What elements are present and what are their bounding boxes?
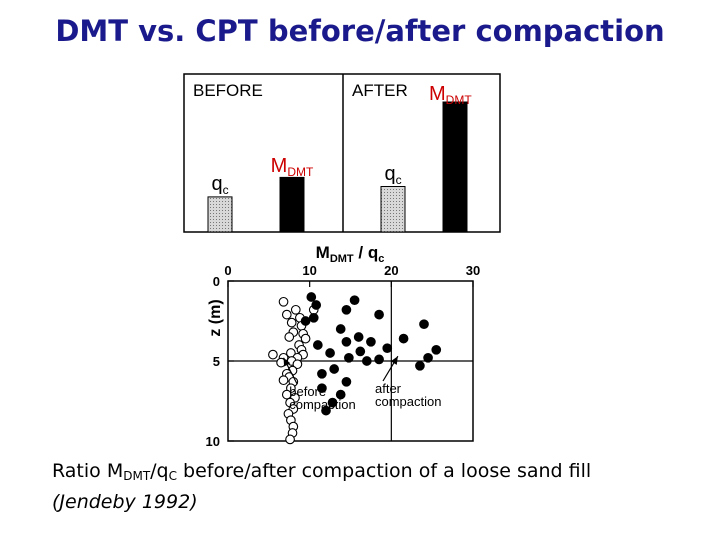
- point-after-18: [344, 352, 354, 363]
- point-after-8: [335, 324, 346, 334]
- point-after-9: [353, 332, 364, 342]
- point-after-5: [300, 316, 311, 326]
- annotation-0-line-1: compaction: [289, 397, 355, 412]
- point-after-25: [341, 376, 352, 387]
- caption-text-1: Ratio M: [52, 460, 124, 482]
- bar-label-0-0: qc: [211, 173, 228, 197]
- point-before-20: [292, 359, 303, 370]
- point-after-10: [398, 333, 409, 344]
- bar-1-1: [442, 101, 468, 233]
- point-after-24: [329, 364, 340, 374]
- xtick-label-0: 0: [224, 263, 231, 278]
- point-after-16: [355, 346, 366, 357]
- point-before-24: [278, 375, 289, 386]
- point-before-27: [281, 389, 292, 400]
- point-after-15: [431, 344, 442, 355]
- point-after-13: [366, 336, 376, 347]
- caption-sub-1: DMT: [123, 469, 151, 483]
- point-before-5: [286, 317, 297, 328]
- annotation-arrowhead-0: [283, 357, 291, 367]
- point-after-28: [327, 397, 338, 408]
- caption-reference: (Jendeby 1992): [52, 491, 198, 513]
- point-after-26: [317, 383, 327, 394]
- point-before-9: [284, 332, 295, 342]
- annotation-arrowhead-1: [390, 356, 398, 365]
- caption: Ratio MDMT/qC before/after compaction of…: [52, 458, 712, 515]
- point-before-10: [300, 333, 311, 344]
- bar-label-1-0: qc: [384, 163, 401, 187]
- panel-label-0: BEFORE: [193, 81, 263, 100]
- point-after-22: [415, 360, 425, 371]
- y-axis-label: z (m): [207, 299, 224, 336]
- ytick-label-2: 10: [206, 434, 220, 449]
- xtick-label-3: 30: [466, 263, 480, 278]
- caption-sub-2: C: [168, 469, 178, 483]
- point-after-14: [382, 343, 393, 354]
- caption-text-3: before/after compaction of a loose sand …: [177, 460, 592, 482]
- bar-label-0-1: MDMT: [271, 155, 314, 179]
- ytick-label-1: 5: [213, 354, 220, 369]
- point-before-1: [290, 304, 301, 315]
- point-after-27: [335, 389, 346, 400]
- point-after-1: [349, 295, 360, 306]
- annotation-0-line-0: before: [289, 384, 326, 399]
- point-after-0: [306, 292, 317, 302]
- point-after-17: [325, 348, 335, 358]
- bar-0-1: [279, 176, 305, 233]
- annotation-1-line-0: after: [375, 381, 402, 396]
- bar-0-0: [207, 196, 233, 233]
- point-before-14: [268, 349, 278, 360]
- panel-label-1: AFTER: [352, 81, 408, 100]
- point-before-0: [278, 296, 289, 307]
- xtick-label-2: 20: [384, 263, 398, 278]
- point-after-23: [317, 368, 327, 379]
- point-after-19: [374, 354, 384, 365]
- bar-label-1-1: MDMT: [429, 83, 472, 107]
- point-after-6: [374, 309, 384, 320]
- point-after-20: [423, 352, 433, 363]
- point-after-21: [361, 356, 372, 366]
- annotation-1-line-1: compaction: [375, 394, 441, 409]
- bar-chart: BEFORE qc MDMT AFTER qc MDMT: [183, 73, 501, 233]
- caption-text-2: /q: [150, 460, 169, 482]
- point-after-29: [321, 405, 331, 416]
- point-after-7: [419, 319, 429, 330]
- xtick-label-1: 10: [302, 263, 316, 278]
- caption-line-1: Ratio MDMT/qC before/after compaction of…: [52, 458, 712, 489]
- ytick-label-0: 0: [213, 274, 220, 289]
- point-after-2: [311, 300, 322, 310]
- point-before-3: [281, 309, 292, 320]
- page-title: DMT vs. CPT before/after compaction: [55, 14, 665, 48]
- bar-1-0: [380, 186, 406, 233]
- point-after-12: [312, 340, 323, 350]
- point-after-4: [308, 312, 319, 323]
- x-axis-label: MDMT / qc: [316, 243, 385, 265]
- point-before-35: [285, 434, 295, 445]
- point-after-3: [341, 304, 352, 315]
- point-after-11: [341, 336, 352, 347]
